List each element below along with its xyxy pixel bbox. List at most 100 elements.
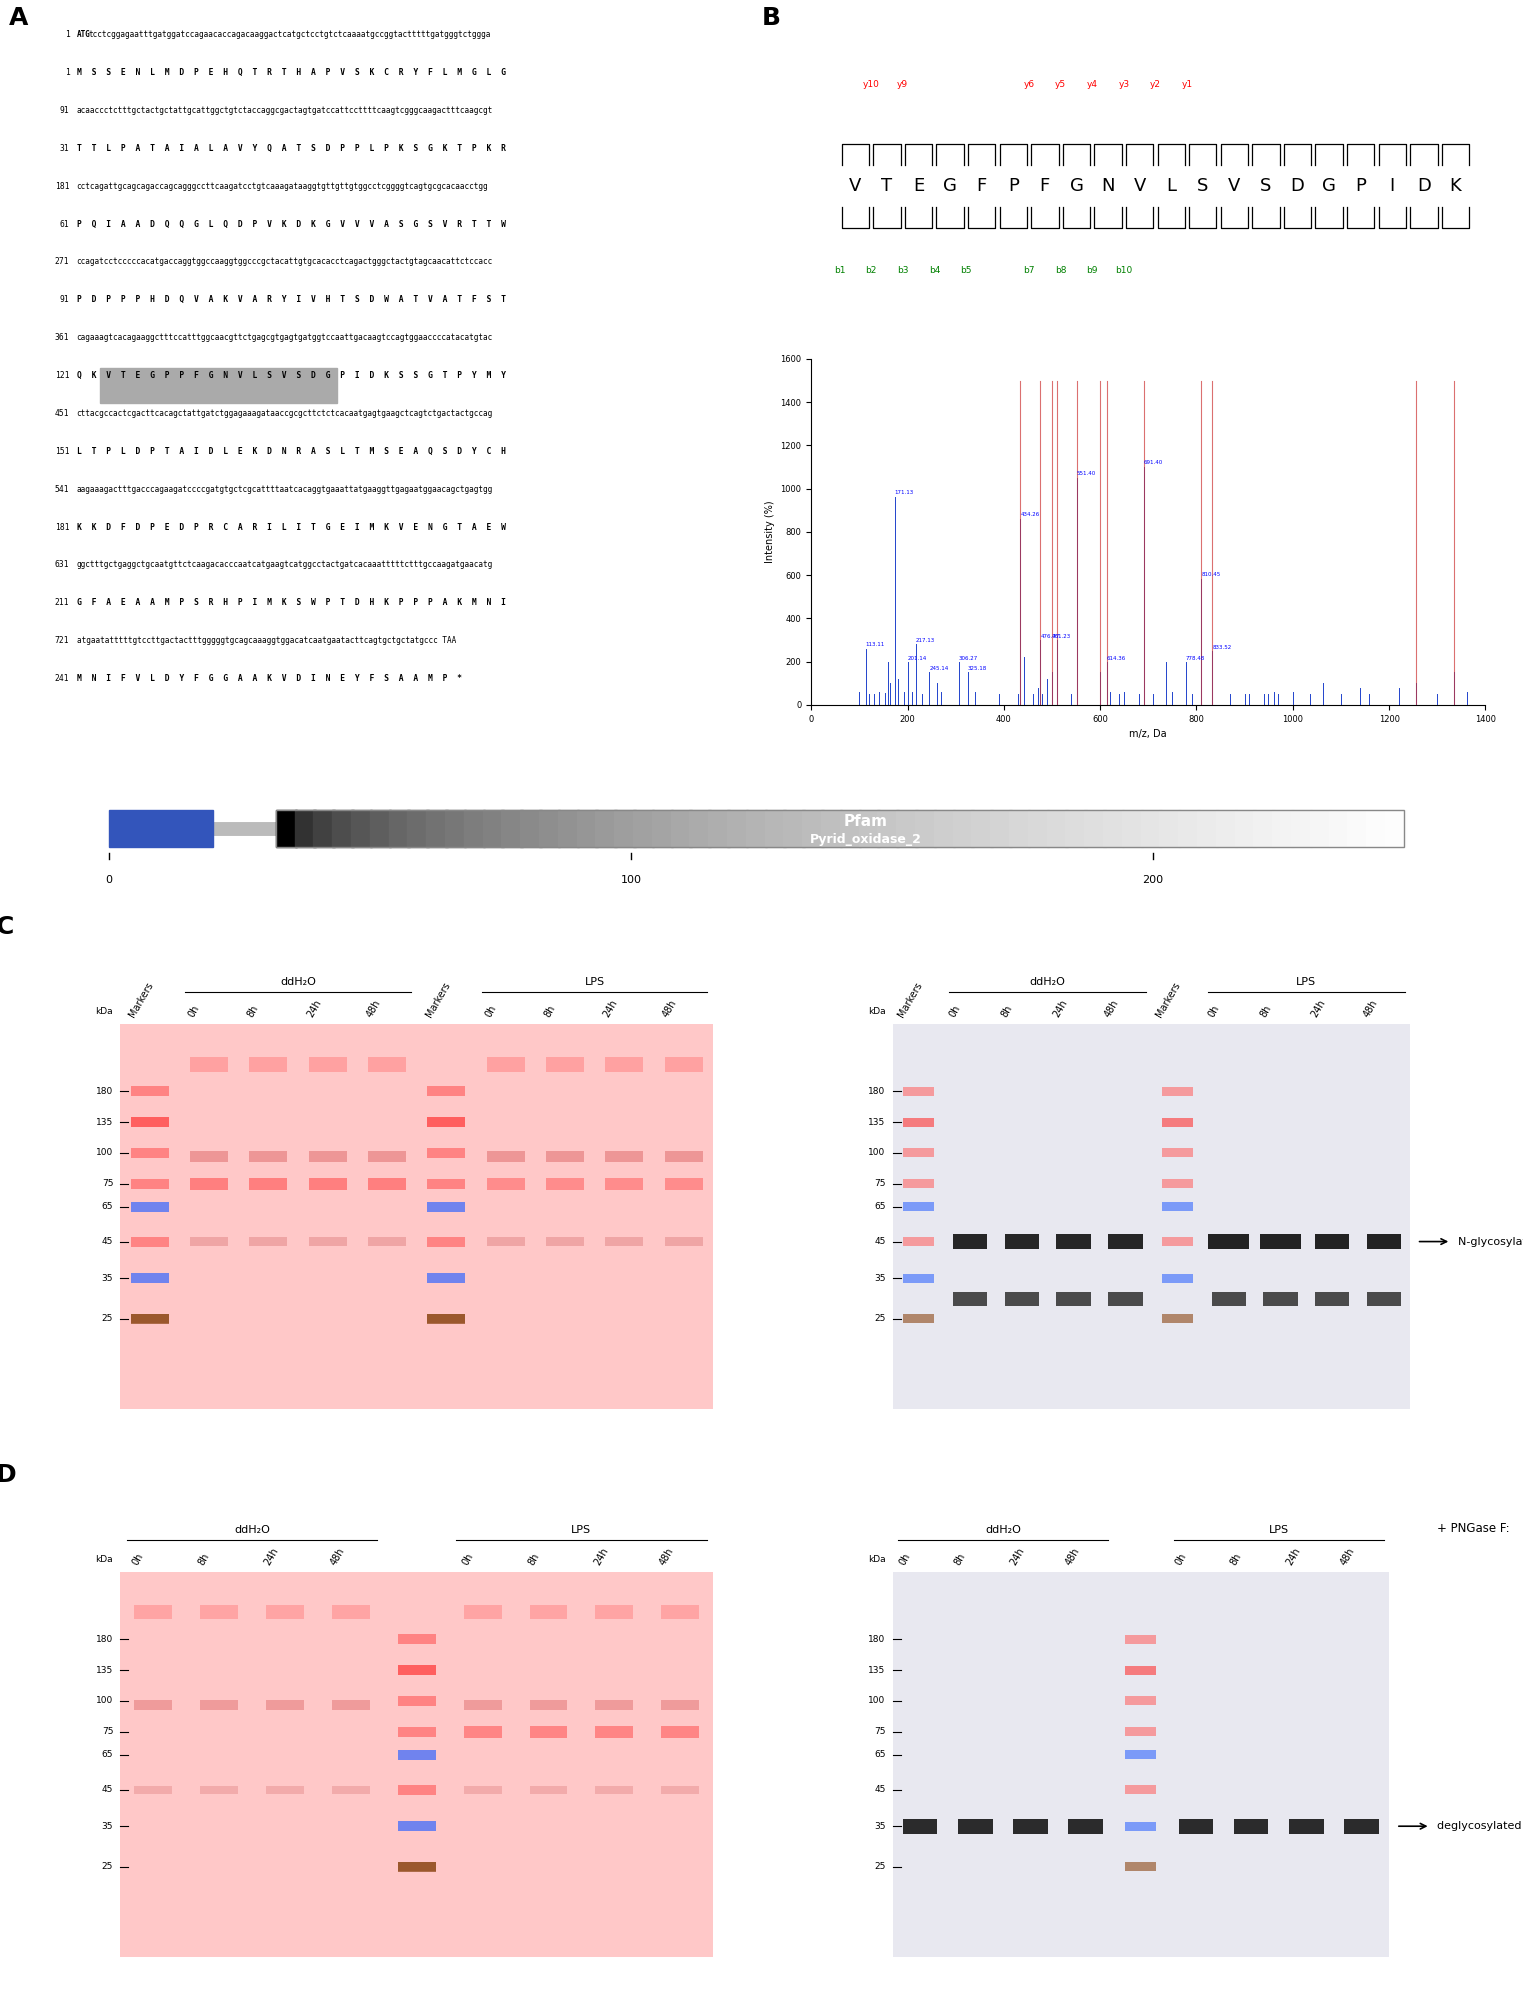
Text: P: P bbox=[1008, 178, 1019, 196]
Text: 200: 200 bbox=[1142, 875, 1164, 885]
Text: D: D bbox=[1290, 178, 1305, 196]
Text: 100: 100 bbox=[96, 1695, 113, 1705]
Text: A: A bbox=[9, 6, 29, 30]
Text: cttacgccactcgacttcacagctattgatctggagaaagataaccgcgcttctctcacaatgagtgaagctcagtctga: cttacgccactcgacttcacagctattgatctggagaaag… bbox=[76, 409, 493, 417]
Bar bbox=[332, 1606, 370, 1620]
Text: 65: 65 bbox=[874, 1751, 886, 1759]
Bar bbox=[605, 1178, 643, 1190]
Bar bbox=[1057, 1234, 1090, 1250]
Text: 65: 65 bbox=[102, 1751, 113, 1759]
Bar bbox=[250, 1056, 288, 1072]
Bar bbox=[369, 1178, 407, 1190]
Text: M  S  S  E  N  L  M  D  P  E  H  Q  T  R  T  H  A  P  V  S  K  C  R  Y  F  L  M : M S S E N L M D P E H Q T R T H A P V S … bbox=[76, 68, 506, 78]
Text: Markers: Markers bbox=[423, 981, 452, 1018]
Bar bbox=[1069, 1819, 1103, 1833]
Text: 271: 271 bbox=[55, 258, 70, 266]
Text: 25: 25 bbox=[874, 1861, 886, 1871]
Bar bbox=[1235, 809, 1256, 847]
Text: 135: 135 bbox=[96, 1665, 113, 1675]
Bar bbox=[708, 809, 730, 847]
Text: + PNGase F:: + PNGase F: bbox=[1438, 1522, 1509, 1536]
Text: 0: 0 bbox=[105, 875, 113, 885]
Text: aagaaagactttgacccagaagatccccgatgtgctcgcattttaatcacaggtgaaattatgaaggttgagaatggaac: aagaaagactttgacccagaagatccccgatgtgctcgca… bbox=[76, 485, 493, 493]
Bar bbox=[896, 809, 918, 847]
Text: 48h: 48h bbox=[661, 998, 679, 1018]
Text: ATG: ATG bbox=[76, 30, 90, 40]
Text: 75: 75 bbox=[102, 1727, 113, 1735]
Bar bbox=[463, 1785, 501, 1793]
Bar bbox=[539, 809, 560, 847]
Text: 8h: 8h bbox=[1229, 1552, 1244, 1568]
Bar bbox=[614, 809, 635, 847]
Text: kDa: kDa bbox=[96, 1556, 113, 1564]
Bar bbox=[190, 1056, 228, 1072]
Bar bbox=[557, 809, 579, 847]
Bar bbox=[463, 1699, 501, 1709]
Bar bbox=[661, 1699, 699, 1709]
Bar bbox=[200, 1785, 238, 1793]
Text: acaaccctctttgctactgctattgcattggctgtctaccaggcgactagtgatccattccttttcaagtcgggcaagac: acaaccctctttgctactgctattgcattggctgtctacc… bbox=[76, 106, 493, 116]
Text: 48h: 48h bbox=[1103, 998, 1121, 1018]
Bar bbox=[428, 1314, 466, 1324]
Bar bbox=[1109, 1234, 1142, 1250]
Bar bbox=[332, 1785, 370, 1793]
Bar bbox=[276, 809, 297, 847]
Text: 48h: 48h bbox=[364, 998, 382, 1018]
Bar bbox=[892, 1572, 1389, 1957]
Text: C: C bbox=[0, 915, 14, 939]
Text: 65: 65 bbox=[102, 1202, 113, 1212]
Text: 8h: 8h bbox=[196, 1552, 212, 1568]
Text: N-glycosylated CREG: N-glycosylated CREG bbox=[1458, 1236, 1523, 1246]
Text: G: G bbox=[943, 178, 956, 196]
Bar bbox=[190, 1178, 228, 1190]
Text: b2: b2 bbox=[865, 266, 877, 274]
Bar bbox=[398, 1749, 436, 1759]
Text: Markers: Markers bbox=[1154, 981, 1183, 1018]
Bar bbox=[530, 1606, 568, 1620]
Text: cagaaagtcacagaaggctttccatttggcaacgttctgagcgtgagtgatggtccaattgacaagtccagtggaacccc: cagaaagtcacagaaggctttccatttggcaacgttctga… bbox=[76, 333, 493, 341]
Text: kDa: kDa bbox=[868, 1006, 886, 1016]
Text: ccagatcctcccccacatgaccaggtggccaaggtggcccgctacattgtgcacacctcagactgggctactgtagcaac: ccagatcctcccccacatgaccaggtggccaaggtggccc… bbox=[76, 258, 493, 266]
Bar bbox=[398, 1665, 436, 1675]
Text: b3: b3 bbox=[897, 266, 909, 274]
Bar bbox=[1211, 1292, 1246, 1306]
Bar bbox=[1328, 809, 1349, 847]
Text: 45: 45 bbox=[102, 1236, 113, 1246]
Bar bbox=[134, 1785, 172, 1793]
Bar bbox=[1084, 809, 1106, 847]
Bar bbox=[131, 1202, 169, 1212]
Bar bbox=[1288, 1819, 1323, 1833]
Text: S: S bbox=[1260, 178, 1272, 196]
Bar bbox=[1310, 809, 1331, 847]
Bar bbox=[398, 1695, 436, 1705]
Text: 24h: 24h bbox=[1284, 1546, 1302, 1568]
Text: 24h: 24h bbox=[602, 998, 620, 1018]
Bar bbox=[463, 1725, 501, 1737]
Bar bbox=[953, 1234, 987, 1250]
Bar bbox=[332, 809, 353, 847]
Text: Markers: Markers bbox=[128, 981, 155, 1018]
Text: K: K bbox=[1450, 178, 1462, 196]
Text: G  F  A  E  A  A  M  P  S  R  H  P  I  M  K  S  W  P  T  D  H  K  P  P  P  A  K : G F A E A A M P S R H P I M K S W P T D … bbox=[76, 599, 506, 607]
Bar bbox=[595, 809, 617, 847]
Bar bbox=[1125, 1727, 1156, 1735]
Text: b1: b1 bbox=[833, 266, 845, 274]
Bar bbox=[1314, 1234, 1349, 1250]
Bar bbox=[1013, 1819, 1048, 1833]
Text: y3: y3 bbox=[1118, 80, 1130, 90]
Text: L: L bbox=[1167, 178, 1176, 196]
Text: kDa: kDa bbox=[868, 1556, 886, 1564]
Text: T: T bbox=[882, 178, 892, 196]
Bar bbox=[577, 809, 599, 847]
Bar bbox=[903, 1819, 937, 1833]
Text: 0h: 0h bbox=[187, 1002, 201, 1018]
Bar bbox=[690, 809, 711, 847]
Text: 8h: 8h bbox=[525, 1552, 541, 1568]
Bar bbox=[1162, 1180, 1193, 1188]
Bar bbox=[903, 1274, 934, 1282]
Text: 24h: 24h bbox=[262, 1546, 280, 1568]
Text: b7: b7 bbox=[1023, 266, 1034, 274]
Text: 100: 100 bbox=[96, 1148, 113, 1158]
Bar bbox=[487, 1236, 524, 1246]
Bar bbox=[131, 1314, 169, 1324]
